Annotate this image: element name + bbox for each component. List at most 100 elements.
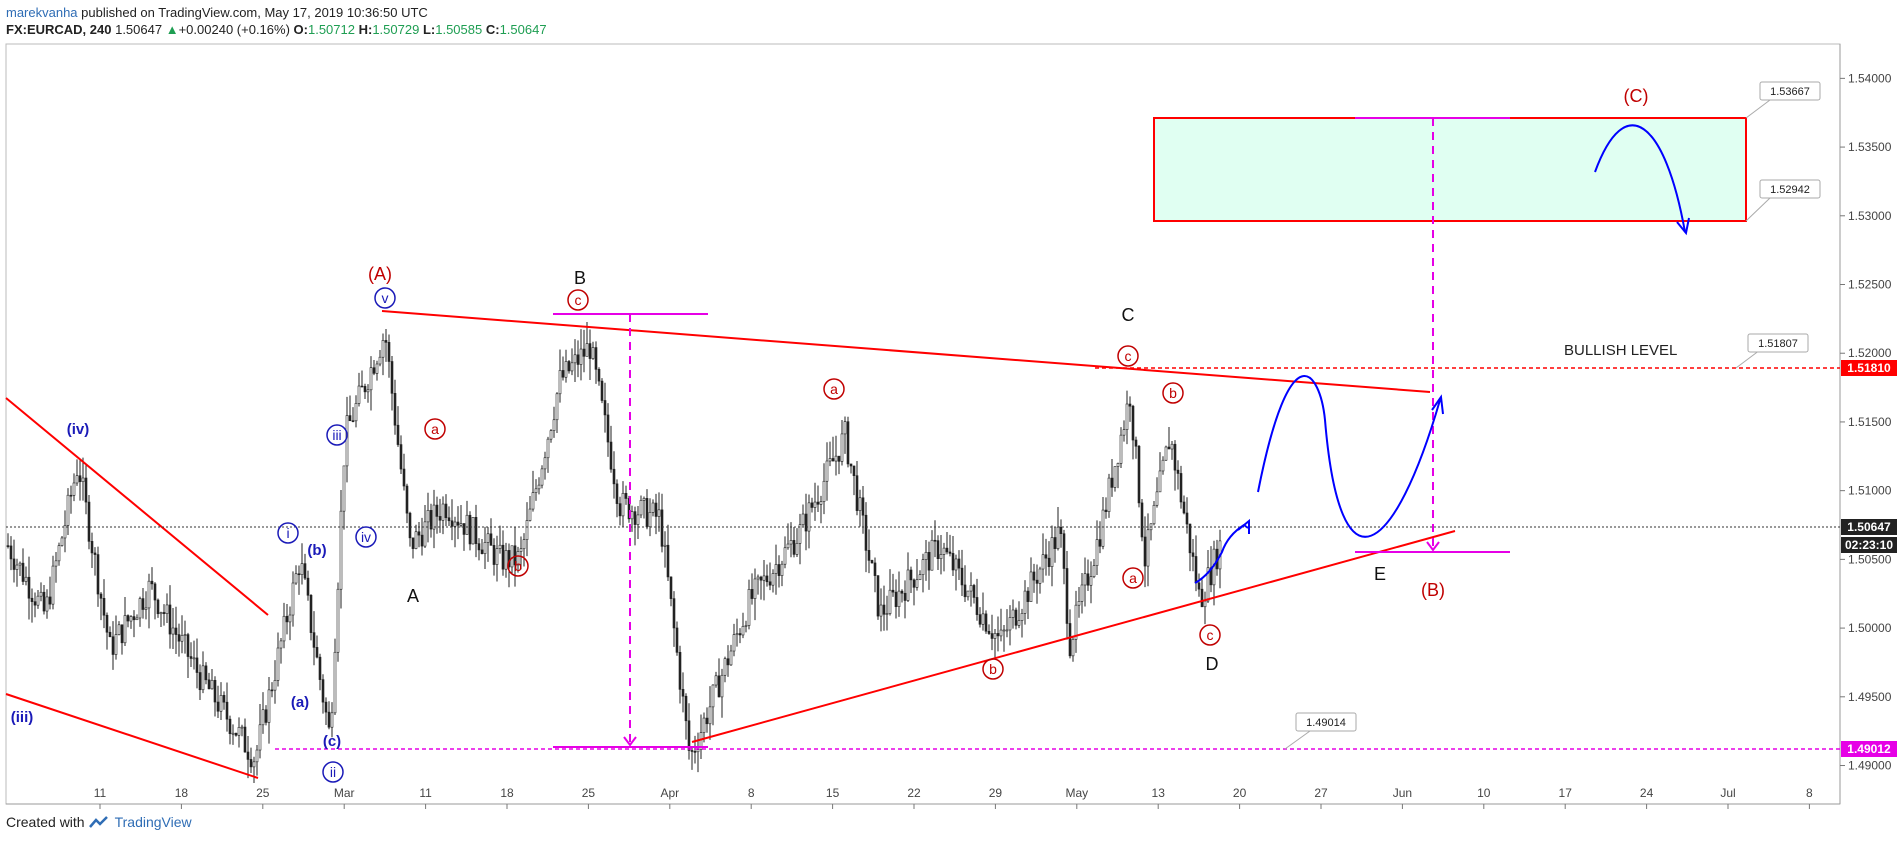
candle-body: [783, 547, 787, 565]
candle-body: [924, 551, 928, 560]
candle-body: [621, 492, 625, 517]
candle-body: [579, 348, 583, 365]
svg-text:a: a: [1129, 570, 1137, 586]
time-tick-label: 22: [907, 786, 921, 800]
candle-body: [810, 502, 814, 508]
candle-body: [399, 444, 403, 470]
callout-2: 1.52942: [1745, 179, 1821, 222]
candle-body: [645, 498, 649, 528]
svg-text:1.49012: 1.49012: [1847, 742, 1891, 756]
candle-body: [1059, 526, 1063, 535]
target-zone-box: [1153, 117, 1747, 222]
time-axis: 11 18 25 Mar 11 18 25 Apr 8 15 22 29 May 13 20 27 Jun 10 1…: [94, 786, 1813, 809]
candle-body: [1047, 557, 1051, 567]
time-tick-label: 18: [175, 786, 189, 800]
candle-body: [309, 594, 313, 633]
wave-iii-label: (iii): [11, 709, 34, 726]
candle-body: [981, 613, 985, 625]
candle-body: [108, 631, 112, 638]
candle-body: [600, 380, 604, 401]
candle-body: [534, 488, 538, 493]
candle-body: [1065, 568, 1069, 624]
candle-body: [444, 503, 448, 519]
candle-body: [660, 509, 664, 547]
candle-body: [624, 492, 628, 499]
candle-body: [396, 424, 400, 445]
candle-body: [495, 548, 499, 565]
candle-body: [1188, 523, 1192, 554]
candle-body: [1185, 512, 1189, 525]
candle-body: [918, 574, 922, 581]
wave-iv-label: (iv): [67, 421, 90, 438]
candle-body: [387, 342, 391, 362]
circled-c-B: c: [567, 289, 589, 311]
candle-body: [573, 354, 577, 364]
callout-3: 1.51807: [1735, 333, 1809, 369]
time-tick-label: 10: [1477, 786, 1491, 800]
candle-body: [885, 613, 889, 615]
candle-body: [207, 679, 211, 690]
candle-body: [435, 504, 439, 517]
candle-body: [135, 617, 139, 621]
candle-body: [1155, 491, 1159, 506]
candle-body: [528, 508, 532, 521]
candle-body: [390, 361, 394, 394]
candle-body: [63, 525, 67, 539]
support-price-tag: 1.49012: [1841, 741, 1897, 757]
candle-body: [843, 421, 847, 435]
candle-body: [723, 658, 727, 676]
svg-text:c: c: [575, 292, 582, 308]
candle-body: [150, 580, 154, 585]
candle-body: [771, 573, 775, 586]
tradingview-link[interactable]: TradingView: [114, 814, 192, 830]
author-link[interactable]: marekvanha: [6, 5, 78, 20]
candle-body: [222, 695, 226, 703]
time-tick-label: 11: [419, 786, 432, 800]
candle-body: [507, 550, 511, 568]
candle-body: [1062, 533, 1066, 569]
bullish-level-label: BULLISH LEVEL: [1564, 342, 1677, 359]
candle-body: [636, 514, 640, 525]
candle-body: [852, 465, 856, 476]
circled-b-2: b: [982, 658, 1004, 680]
triangle-lower-line: [691, 530, 1456, 743]
price-tick-label: 1.49000: [1848, 759, 1892, 773]
candle-body: [615, 483, 619, 504]
candle-body: [477, 543, 481, 551]
candle-body: [540, 468, 544, 486]
candle-body: [1158, 470, 1162, 493]
up-arrow-icon: ▲: [165, 22, 179, 37]
price-tick-label: 1.51000: [1848, 484, 1892, 498]
candle-body: [201, 665, 205, 691]
candle-body: [159, 612, 163, 615]
candle-body: [33, 601, 37, 606]
candle-body: [903, 592, 907, 601]
candle-body: [846, 421, 850, 465]
svg-text:1.53667: 1.53667: [1770, 86, 1810, 98]
candle-body: [246, 751, 250, 760]
measure-arrow-icon: [623, 736, 637, 747]
svg-text:iii: iii: [332, 427, 341, 443]
candle-body: [1131, 405, 1135, 441]
candle-body: [1101, 509, 1105, 547]
countdown-text: 02:23:10: [1845, 538, 1893, 552]
candle-body: [171, 627, 175, 635]
candle-body: [591, 347, 595, 359]
circled-v: v: [374, 287, 396, 309]
candle-body: [912, 579, 916, 588]
candle-body: [801, 513, 805, 526]
candle-body: [321, 679, 325, 703]
high-value: 1.50729: [372, 22, 420, 37]
candle-body: [1053, 537, 1057, 549]
candle-body: [504, 550, 508, 570]
symbol-label: FX:EURCAD, 240: [6, 22, 112, 37]
candle-body: [804, 513, 808, 532]
price-tick-label: 1.52500: [1848, 278, 1892, 292]
candle-body: [609, 441, 613, 470]
candle-body: [312, 632, 316, 648]
candle-body: [570, 362, 574, 372]
candle-body: [750, 589, 754, 599]
candle-body: [456, 521, 460, 526]
close-label: C:: [485, 22, 500, 37]
